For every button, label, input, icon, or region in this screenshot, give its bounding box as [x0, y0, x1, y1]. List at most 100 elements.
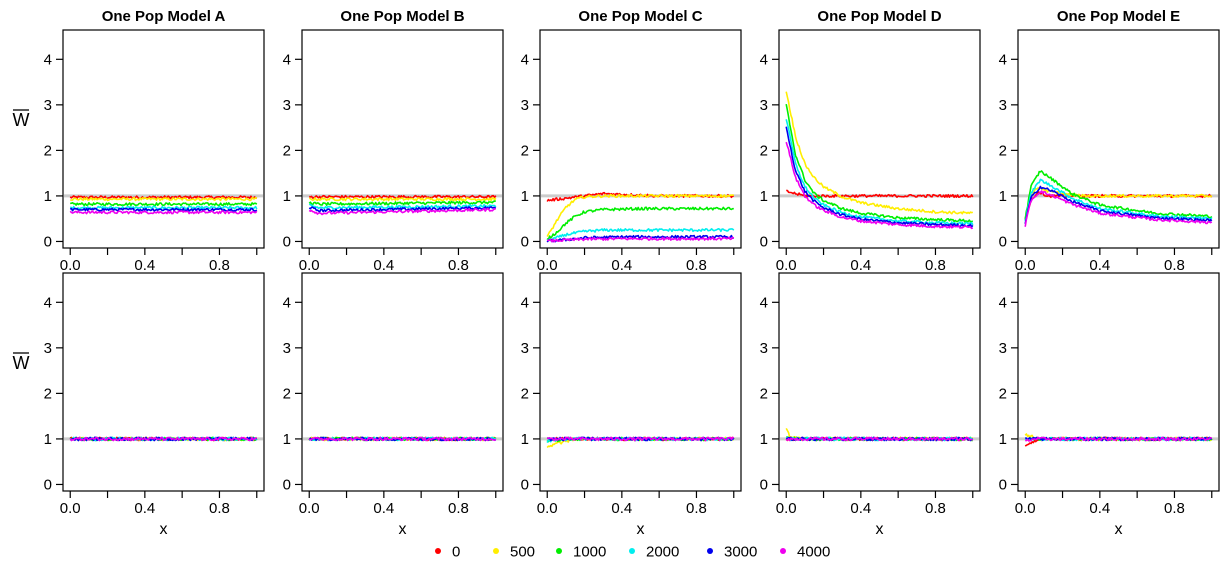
series-line-4000: [308, 207, 497, 216]
x-axis-label: x: [399, 521, 407, 538]
x-tick-label: 0.0: [60, 257, 81, 274]
plot-frame: [301, 272, 504, 492]
series-line-2000: [1024, 178, 1213, 222]
panel-2: One Pop Model B 0 1 2 3 4 0.0 0.4 0.8: [283, 8, 504, 274]
y-tick-label: 2: [44, 385, 52, 402]
x-tick-label: 0.0: [537, 500, 558, 517]
y-tick-label: 1: [760, 431, 768, 448]
y-tick-label: 0: [760, 476, 768, 493]
x-tick-label: 0.4: [134, 257, 155, 274]
x-tick-label: 0.8: [1164, 500, 1185, 517]
panel-10: 0 1 2 3 4 0.0 0.4 0.8 x: [999, 272, 1220, 538]
x-tick-label: 0.8: [686, 257, 707, 274]
legend-label: 500: [510, 544, 535, 561]
series-line-2000: [546, 228, 735, 242]
x-tick-label: 0.4: [611, 257, 632, 274]
series-line-3000: [785, 126, 974, 228]
legend-marker: [556, 548, 562, 554]
plot-frame: [301, 29, 504, 249]
series-line-4000: [69, 210, 258, 215]
x-axis-label: x: [876, 521, 884, 538]
x-tick-label: 0.0: [776, 257, 797, 274]
panel-4: One Pop Model D 0 1 2 3 4 0.0 0.4 0.8: [760, 8, 981, 274]
y-tick-label: 3: [521, 340, 529, 357]
y-tick-label: 0: [283, 233, 291, 250]
x-tick-label: 0.8: [686, 500, 707, 517]
series-line-4000: [785, 436, 974, 442]
series-line-3000: [69, 207, 258, 212]
legend-marker: [435, 548, 441, 554]
y-tick-label: 4: [44, 294, 52, 311]
y-tick-label: 4: [283, 294, 291, 311]
y-tick-label: 1: [283, 431, 291, 448]
plot-frame: [62, 29, 265, 249]
y-tick-label: 3: [44, 97, 52, 114]
legend-marker: [780, 548, 786, 554]
y-tick-label: 3: [760, 97, 768, 114]
y-tick-label: 4: [760, 51, 768, 68]
y-tick-label: 2: [521, 142, 529, 159]
series-line-500: [785, 91, 974, 215]
y-tick-label: 3: [283, 97, 291, 114]
series-line-4000: [308, 436, 497, 442]
legend-label: 0: [452, 544, 460, 561]
x-tick-label: 0.0: [299, 500, 320, 517]
panel-1: One Pop Model A 0 1 2 3 4 0.0 0.4 0.8 W: [13, 8, 265, 274]
x-tick-label: 0.0: [776, 500, 797, 517]
series-line-4000: [1025, 436, 1212, 442]
y-tick-label: 2: [44, 142, 52, 159]
series-line-500: [70, 197, 258, 202]
x-tick-label: 0.0: [537, 257, 558, 274]
y-tick-label: 1: [999, 431, 1007, 448]
y-tick-label: 1: [521, 188, 529, 205]
y-axis-label-text: W: [13, 353, 30, 373]
y-tick-label: 4: [521, 51, 529, 68]
panel-title: One Pop Model D: [817, 8, 941, 25]
y-tick-label: 4: [521, 294, 529, 311]
series-line-4000: [69, 436, 257, 442]
y-tick-label: 0: [760, 233, 768, 250]
y-tick-label: 1: [283, 188, 291, 205]
y-tick-label: 2: [999, 142, 1007, 159]
y-tick-label: 3: [521, 97, 529, 114]
series-line-1000: [70, 202, 258, 207]
plot-frame: [1017, 29, 1220, 249]
legend: 0 500 1000 2000 3000 4000: [435, 544, 830, 561]
y-tick-label: 0: [44, 476, 52, 493]
x-axis-label: x: [637, 521, 645, 538]
legend-marker: [629, 548, 635, 554]
legend-label: 4000: [797, 544, 830, 561]
legend-item-3000: 3000: [707, 544, 757, 561]
legend-item-0: 0: [435, 544, 460, 561]
y-tick-label: 4: [760, 294, 768, 311]
y-axis-label-text: W: [13, 110, 30, 130]
series-line-2000: [308, 203, 497, 210]
y-tick-label: 1: [760, 188, 768, 205]
panel-5: One Pop Model E 0 1 2 3 4 0.0 0.4 0.8: [999, 8, 1220, 274]
y-tick-label: 3: [283, 340, 291, 357]
legend-item-1000: 1000: [556, 544, 606, 561]
series-line-500: [1024, 187, 1213, 219]
series-line-2000: [785, 119, 974, 226]
panel-3: One Pop Model C 0 1 2 3 4 0.0 0.4 0.8: [521, 8, 742, 274]
y-tick-label: 0: [999, 476, 1007, 493]
panel-6: 0 1 2 3 4 0.0 0.4 0.8 x W: [13, 272, 265, 538]
y-tick-label: 0: [521, 476, 529, 493]
y-axis-label: W: [13, 352, 30, 373]
y-tick-label: 2: [760, 142, 768, 159]
panels: One Pop Model A 0 1 2 3 4 0.0 0.4 0.8 W One Pop Mo…: [13, 8, 1220, 538]
x-tick-label: 0.8: [925, 500, 946, 517]
legend-label: 1000: [573, 544, 606, 561]
series-line-3000: [308, 206, 497, 213]
panel-title: One Pop Model A: [102, 8, 226, 25]
x-tick-label: 0.8: [448, 257, 469, 274]
panel-title: One Pop Model E: [1057, 8, 1180, 25]
plot-frame: [539, 29, 742, 249]
x-tick-label: 0.4: [611, 500, 632, 517]
series-line-1000: [308, 200, 496, 206]
x-axis-label: x: [1115, 521, 1123, 538]
y-tick-label: 2: [999, 385, 1007, 402]
y-tick-label: 2: [283, 385, 291, 402]
legend-item-500: 500: [493, 544, 535, 561]
y-tick-label: 2: [521, 385, 529, 402]
